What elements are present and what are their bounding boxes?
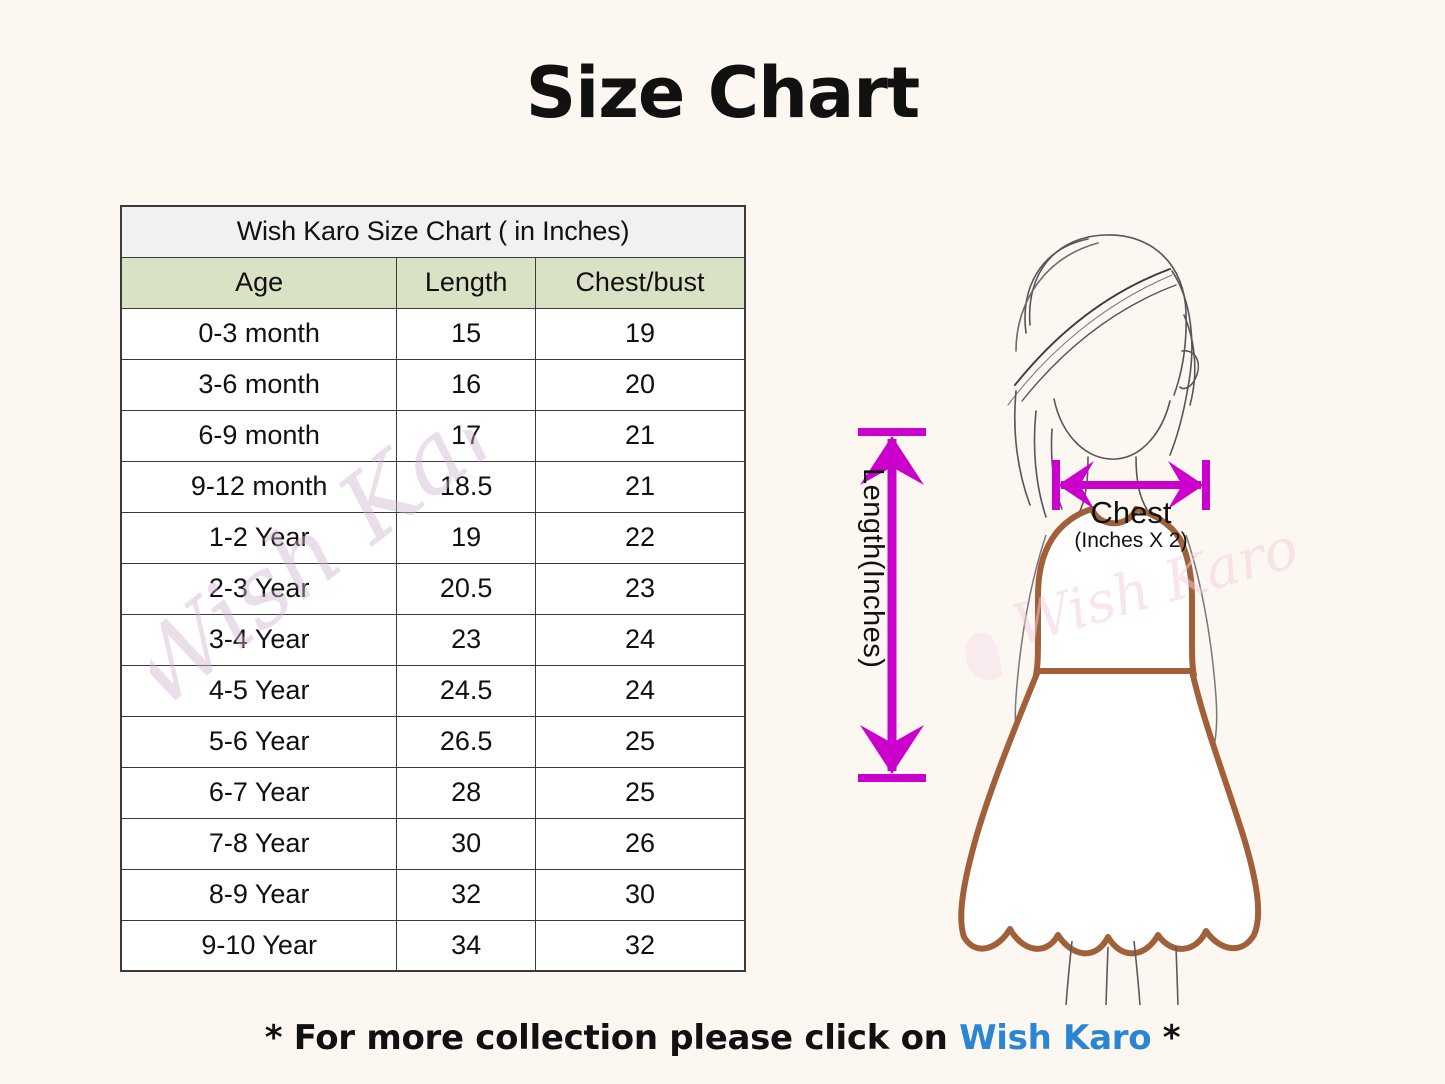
dress-bodice [1033, 506, 1197, 678]
dress-figure-illustration: Wish Karo [840, 205, 1360, 1005]
chest-label-main: Chest [1090, 495, 1172, 530]
cell-age: 9-10 Year [120, 919, 398, 972]
table-row: 7-8 Year 30 26 [120, 817, 746, 870]
table-row: 8-9 Year 32 30 [120, 868, 746, 921]
table-row: 2-3 Year 20.5 23 [120, 562, 746, 615]
column-header-age: Age [120, 256, 398, 309]
cell-chest: 19 [534, 307, 746, 360]
column-header-chest: Chest/bust [534, 256, 746, 309]
cell-length: 32 [396, 868, 536, 921]
table-row: 9-12 month 18.5 21 [120, 460, 746, 513]
cell-age: 1-2 Year [120, 511, 398, 564]
cell-chest: 25 [534, 715, 746, 768]
cell-length: 23 [396, 613, 536, 666]
length-measure-arrow [858, 428, 926, 782]
size-chart-table: Wish Karo Size Chart ( in Inches) Age Le… [120, 205, 746, 972]
cell-chest: 22 [534, 511, 746, 564]
cell-age: 3-4 Year [120, 613, 398, 666]
cell-length: 19 [396, 511, 536, 564]
chest-measure-arrow [1052, 460, 1210, 510]
table-row: 6-9 month 17 21 [120, 409, 746, 462]
cell-age: 5-6 Year [120, 715, 398, 768]
cell-length: 24.5 [396, 664, 536, 717]
page-title: Size Chart [525, 52, 920, 134]
cell-length: 15 [396, 307, 536, 360]
table-caption-cell: Wish Karo Size Chart ( in Inches) [120, 205, 746, 258]
footer-note: * For more collection please click on Wi… [0, 1018, 1445, 1058]
cell-length: 28 [396, 766, 536, 819]
table-row: 6-7 Year 28 25 [120, 766, 746, 819]
cell-chest: 26 [534, 817, 746, 870]
cell-age: 6-7 Year [120, 766, 398, 819]
legs-line-art [1065, 940, 1179, 1005]
size-chart-table-body: Wish Karo Size Chart ( in Inches) Age Le… [120, 205, 746, 972]
cell-chest: 21 [534, 409, 746, 462]
head-line-art [1007, 234, 1200, 518]
table-row: 1-2 Year 19 22 [120, 511, 746, 564]
cell-age: 4-5 Year [120, 664, 398, 717]
table-header-row: Age Length Chest/bust [120, 256, 746, 309]
footer-suffix: * [1151, 1018, 1181, 1058]
table-caption-row: Wish Karo Size Chart ( in Inches) [120, 205, 746, 258]
cell-age: 2-3 Year [120, 562, 398, 615]
column-header-length: Length [396, 256, 536, 309]
cell-length: 20.5 [396, 562, 536, 615]
wish-karo-link[interactable]: Wish Karo [959, 1018, 1152, 1058]
cell-chest: 23 [534, 562, 746, 615]
table-row: 3-4 Year 23 24 [120, 613, 746, 666]
cell-length: 16 [396, 358, 536, 411]
cell-chest: 30 [534, 868, 746, 921]
cell-length: 17 [396, 409, 536, 462]
cell-chest: 24 [534, 613, 746, 666]
dress-skirt [958, 668, 1262, 957]
cell-chest: 32 [534, 919, 746, 972]
cell-chest: 24 [534, 664, 746, 717]
footer-prefix: * For more collection please click on [264, 1018, 960, 1058]
cell-age: 7-8 Year [120, 817, 398, 870]
cell-chest: 20 [534, 358, 746, 411]
cell-chest: 25 [534, 766, 746, 819]
cell-age: 3-6 month [120, 358, 398, 411]
table-row: 4-5 Year 24.5 24 [120, 664, 746, 717]
cell-length: 30 [396, 817, 536, 870]
cell-age: 9-12 month [120, 460, 398, 513]
chest-measure-label: Chest (Inches X 2) [1055, 496, 1207, 554]
cell-age: 6-9 month [120, 409, 398, 462]
table-row: 9-10 Year 34 32 [120, 919, 746, 972]
cell-age: 8-9 Year [120, 868, 398, 921]
cell-age: 0-3 month [120, 307, 398, 360]
chest-label-sub: (Inches X 2) [1074, 529, 1188, 553]
cell-length: 26.5 [396, 715, 536, 768]
table-row: 5-6 Year 26.5 25 [120, 715, 746, 768]
table-row: 3-6 month 16 20 [120, 358, 746, 411]
cell-length: 34 [396, 919, 536, 972]
length-measure-label: Length(Inches) [857, 468, 889, 669]
table-row: 0-3 month 15 19 [120, 307, 746, 360]
cell-chest: 21 [534, 460, 746, 513]
cell-length: 18.5 [396, 460, 536, 513]
